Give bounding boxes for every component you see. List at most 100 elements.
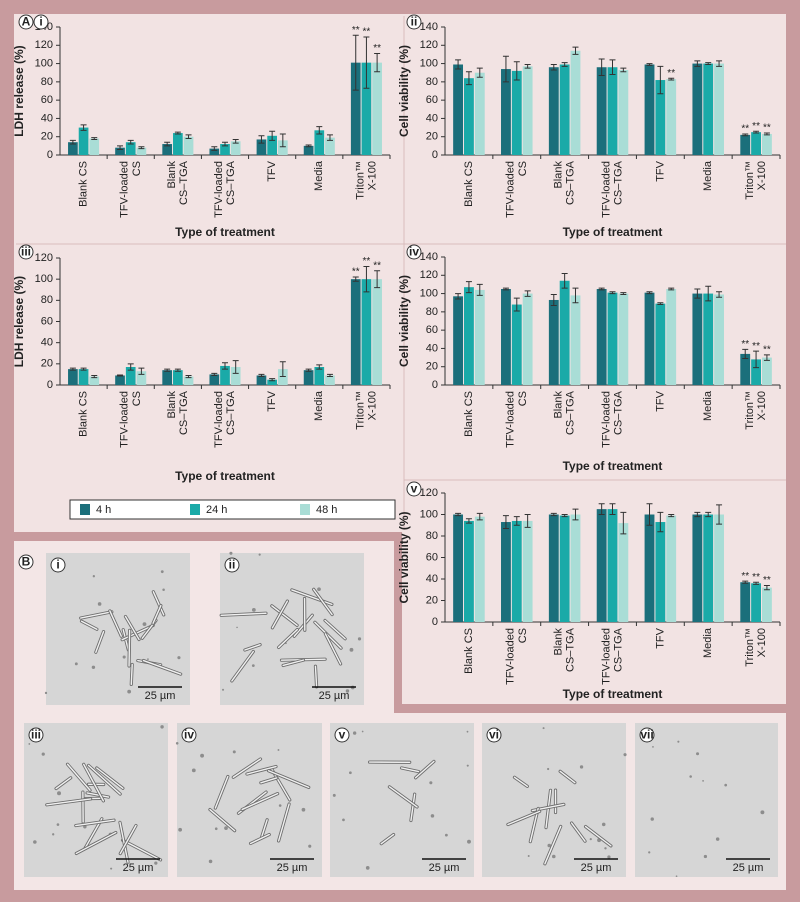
debris [332, 793, 336, 797]
error-bar [455, 59, 462, 70]
debris [97, 602, 102, 606]
rod [277, 803, 290, 842]
bar [559, 64, 570, 155]
y-tick-label: 80 [426, 530, 438, 542]
bar [350, 279, 361, 385]
error-bar [646, 291, 653, 295]
bar [655, 522, 666, 622]
error-bar [258, 373, 265, 378]
y-tick-label: 20 [41, 358, 53, 370]
bar [372, 62, 382, 155]
y-tick-label: 100 [420, 508, 438, 520]
error-bar [550, 293, 557, 306]
rod [152, 591, 165, 616]
bar [570, 514, 581, 622]
debris [317, 587, 321, 592]
debris [110, 867, 113, 870]
x-tick-label: Media [313, 390, 325, 421]
rod [559, 770, 576, 784]
debris [467, 839, 471, 844]
error-bar [716, 291, 723, 298]
bar [125, 142, 136, 155]
rod [271, 600, 289, 629]
x-axis-label: Type of treatment [563, 459, 663, 473]
significance: ** [352, 25, 360, 36]
debris [349, 647, 354, 652]
y-tick-label: 120 [420, 269, 438, 281]
x-tick-label: TFV-loadedCS–TGA [600, 390, 624, 448]
x-tick-label: Triton™X-100 [354, 391, 378, 430]
bar [78, 127, 89, 155]
debris [154, 861, 158, 865]
debris [696, 752, 700, 756]
debris [579, 765, 584, 769]
rod [121, 839, 162, 861]
debris [677, 740, 680, 743]
x-tick-label: BlankCS–TGA [552, 160, 576, 205]
error-bar [646, 63, 653, 66]
error-bar [232, 138, 239, 144]
error-bar [657, 302, 664, 306]
bar [548, 514, 559, 622]
error-bar [305, 144, 312, 148]
error-bar [513, 297, 520, 312]
x-tick-label: TFV-loadedCS [505, 628, 529, 685]
micrograph: 25 µm [175, 723, 322, 877]
y-tick-label: 120 [35, 39, 53, 51]
rod [209, 808, 236, 832]
bar [267, 135, 277, 155]
debris [91, 665, 96, 670]
x-tick-label: Media [702, 627, 714, 658]
y-tick-label: 60 [426, 94, 438, 106]
y-tick-label: 140 [420, 251, 438, 263]
panel-sublabel: iv [409, 245, 419, 259]
y-tick-label: 20 [41, 131, 53, 143]
bar [751, 359, 761, 385]
error-bar [326, 134, 333, 141]
x-tick-label: Blank CS [77, 161, 89, 207]
bar [78, 369, 89, 385]
debris [122, 655, 126, 659]
error-bar [598, 58, 605, 76]
bar [474, 289, 485, 385]
debris [74, 662, 78, 666]
rod [277, 628, 299, 649]
significance: ** [373, 260, 381, 271]
y-axis-label: Cell viability (%) [397, 45, 411, 137]
bar [464, 520, 474, 622]
micrograph: 25 µm [635, 723, 778, 878]
bar [183, 376, 194, 385]
debris [607, 855, 611, 859]
x-tick-label: TFV-loadedCS–TGA [213, 160, 237, 218]
error-bar [352, 34, 359, 91]
error-bar [326, 373, 333, 378]
rod [128, 629, 131, 667]
rod [314, 665, 318, 688]
legend-swatch [300, 504, 310, 515]
y-tick-label: 120 [420, 39, 438, 51]
debris [142, 622, 147, 627]
error-bar [620, 511, 627, 535]
y-tick-label: 20 [426, 594, 438, 606]
bar [511, 304, 522, 385]
rod [324, 633, 342, 665]
error-bar [374, 270, 381, 289]
y-tick-label: 80 [41, 76, 53, 88]
debris [466, 730, 469, 733]
rod [83, 763, 105, 802]
bar [372, 279, 382, 385]
legend-label: 4 h [96, 504, 111, 516]
bar [740, 582, 751, 622]
y-tick-label: 40 [41, 337, 53, 349]
bar [618, 293, 629, 385]
error-bar [279, 361, 286, 378]
bar [703, 514, 714, 622]
micrograph-label: vii [640, 728, 653, 742]
micrograph-label-circle [181, 727, 197, 743]
rod [55, 777, 72, 790]
error-bar [705, 285, 712, 302]
x-tick-label: TFV-loadedCS [119, 391, 143, 448]
debris [160, 570, 164, 574]
y-axis-label: Cell viability (%) [397, 511, 411, 603]
debris [28, 743, 31, 745]
